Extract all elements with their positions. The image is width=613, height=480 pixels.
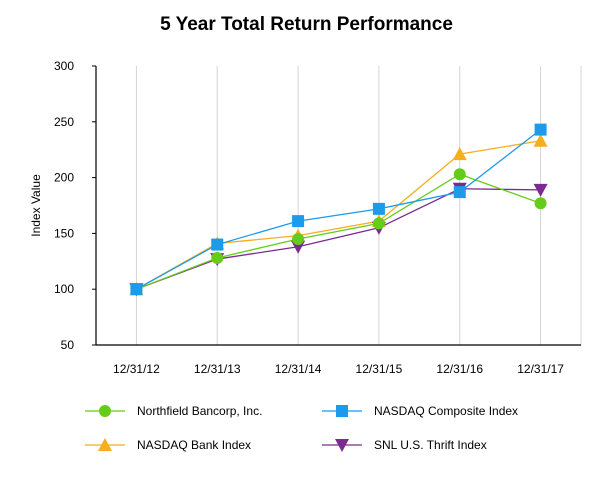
legend-marker (335, 439, 349, 452)
legend-label: Northfield Bancorp, Inc. (137, 404, 262, 418)
y-tick-label: 300 (54, 59, 74, 73)
data-point-marker (534, 123, 547, 136)
data-point-marker (292, 215, 305, 228)
legend-label: SNL U.S. Thrift Index (374, 438, 487, 452)
y-tick-label: 200 (54, 171, 74, 185)
legend-marker (336, 405, 348, 417)
grid-lines (135, 66, 582, 345)
series-lines (136, 129, 541, 290)
x-tick-label: 12/31/12 (113, 362, 160, 376)
x-tick-label: 12/31/14 (275, 362, 322, 376)
series-line (136, 140, 541, 290)
data-point-marker (533, 133, 548, 147)
x-tick-label: 12/31/16 (436, 362, 483, 376)
x-tick-label: 12/31/15 (356, 362, 403, 376)
data-point-marker (292, 232, 305, 245)
y-tick-label: 250 (54, 115, 74, 129)
data-point-marker (452, 147, 467, 161)
series-line (136, 188, 541, 290)
legend-marker (98, 438, 112, 451)
data-point-marker (211, 251, 224, 264)
data-point-marker (211, 238, 224, 251)
series-markers (129, 123, 548, 297)
axes: 50 100 150 200 250 300 Index Value 12/31/12 12/3… (29, 59, 581, 376)
y-tick-label: 50 (61, 338, 75, 352)
x-tick-label: 12/31/17 (517, 362, 564, 376)
series-line (136, 129, 541, 290)
y-tick-label: 150 (54, 226, 74, 240)
legend-marker (99, 405, 111, 417)
data-point-marker (291, 240, 306, 254)
data-point-marker (130, 283, 143, 296)
legend-label: NASDAQ Bank Index (137, 438, 251, 452)
legend-item: SNL U.S. Thrift Index (322, 438, 487, 452)
x-tick-label: 12/31/13 (194, 362, 241, 376)
chart-title: 5 Year Total Return Performance (160, 14, 453, 35)
data-point-marker (372, 202, 385, 215)
legend-item: NASDAQ Bank Index (85, 438, 251, 452)
legend-label: NASDAQ Composite Index (374, 404, 518, 418)
data-point-marker (453, 168, 466, 181)
legend-item: NASDAQ Composite Index (322, 404, 518, 418)
y-axis-label: Index Value (29, 174, 43, 237)
data-point-marker (453, 186, 466, 199)
data-point-marker (534, 197, 547, 210)
data-point-marker (533, 183, 548, 197)
y-tick-label: 100 (54, 282, 74, 296)
legend-item: Northfield Bancorp, Inc. (85, 404, 262, 418)
data-point-marker (372, 217, 385, 230)
series-line (136, 173, 541, 290)
legend: Northfield Bancorp, Inc. NASDAQ Composite… (85, 404, 518, 452)
